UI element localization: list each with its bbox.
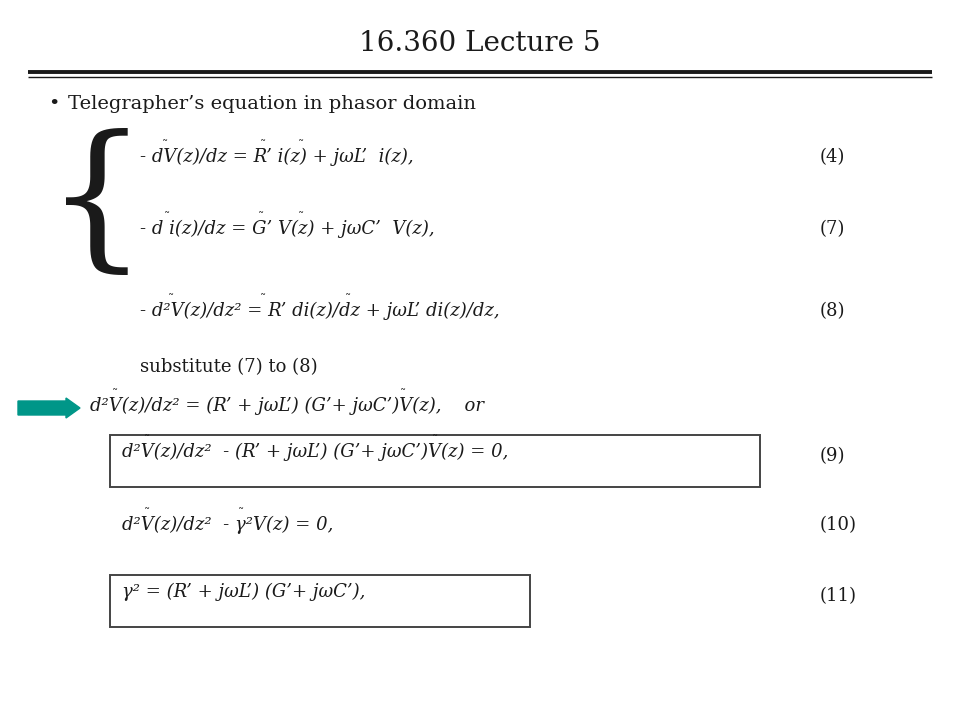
Text: d²V(z)/dz²  - (R’ + jωL’) (G’+ jωC’)V(z) = 0,: d²V(z)/dz² - (R’ + jωL’) (G’+ jωC’)V(z) … bbox=[122, 443, 509, 462]
FancyArrow shape bbox=[18, 398, 80, 418]
Text: ˜: ˜ bbox=[144, 507, 151, 520]
Text: ˜: ˜ bbox=[112, 388, 118, 401]
Text: ˜: ˜ bbox=[144, 434, 151, 447]
Text: - d i(z)/dz = G’ V(z) + jωC’  V(z),: - d i(z)/dz = G’ V(z) + jωC’ V(z), bbox=[140, 220, 435, 238]
Text: ˜: ˜ bbox=[168, 293, 175, 306]
Text: {: { bbox=[46, 128, 148, 282]
Text: Telegrapher’s equation in phasor domain: Telegrapher’s equation in phasor domain bbox=[68, 95, 476, 113]
Text: (10): (10) bbox=[820, 516, 857, 534]
Text: γ² = (R’ + jωL’) (G’+ jωC’),: γ² = (R’ + jωL’) (G’+ jωC’), bbox=[122, 583, 366, 601]
Text: ˜: ˜ bbox=[345, 293, 351, 306]
Text: ˜: ˜ bbox=[164, 211, 170, 224]
Text: ˜: ˜ bbox=[260, 293, 266, 306]
Text: substitute (7) to (8): substitute (7) to (8) bbox=[140, 358, 318, 376]
Bar bbox=[110, 575, 530, 627]
Text: (9): (9) bbox=[820, 447, 846, 465]
Text: - dV(z)/dz = R’ i(z) + jωL’  i(z),: - dV(z)/dz = R’ i(z) + jωL’ i(z), bbox=[140, 148, 414, 166]
Text: •: • bbox=[48, 95, 60, 113]
Text: - d²V(z)/dz² = R’ di(z)/dz + jωL’ di(z)/dz,: - d²V(z)/dz² = R’ di(z)/dz + jωL’ di(z)/… bbox=[140, 302, 499, 320]
Text: (11): (11) bbox=[820, 587, 857, 605]
Text: ˜: ˜ bbox=[400, 388, 406, 401]
Text: ˜: ˜ bbox=[238, 507, 244, 520]
Text: (4): (4) bbox=[820, 148, 846, 166]
Text: (8): (8) bbox=[820, 302, 846, 320]
Text: ˜: ˜ bbox=[162, 139, 168, 152]
Text: (7): (7) bbox=[820, 220, 846, 238]
Text: d²V(z)/dz² = (R’ + jωL’) (G’+ jωC’)V(z),    or: d²V(z)/dz² = (R’ + jωL’) (G’+ jωC’)V(z),… bbox=[90, 397, 484, 415]
Text: ˜: ˜ bbox=[298, 211, 304, 224]
Text: ˜: ˜ bbox=[258, 211, 264, 224]
Text: ˜: ˜ bbox=[260, 139, 266, 152]
Text: ˜: ˜ bbox=[432, 434, 439, 447]
Text: ˜: ˜ bbox=[298, 139, 304, 152]
Text: d²V(z)/dz²  - γ²V(z) = 0,: d²V(z)/dz² - γ²V(z) = 0, bbox=[122, 516, 333, 534]
Text: 16.360 Lecture 5: 16.360 Lecture 5 bbox=[359, 30, 601, 57]
Bar bbox=[110, 435, 760, 487]
